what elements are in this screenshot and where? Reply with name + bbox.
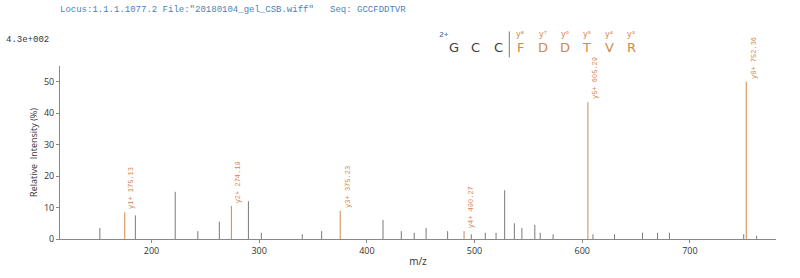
svg-text:G: G	[449, 40, 459, 55]
svg-text:0: 0	[49, 232, 54, 245]
svg-text:400: 400	[359, 244, 374, 257]
svg-text:y⁵: y⁵	[583, 30, 591, 39]
svg-text:V: V	[605, 40, 614, 55]
svg-text:50: 50	[44, 75, 54, 88]
svg-text:D: D	[538, 40, 548, 55]
svg-text:y⁶: y⁶	[561, 30, 569, 39]
svg-text:T: T	[582, 40, 591, 55]
svg-text:F: F	[517, 40, 524, 55]
svg-text:y⁷: y⁷	[539, 30, 547, 39]
svg-text:20: 20	[44, 169, 54, 182]
svg-text:700: 700	[682, 244, 697, 257]
svg-text:2+: 2+	[439, 30, 449, 39]
svg-text:500: 500	[467, 244, 482, 257]
svg-text:10: 10	[44, 201, 54, 214]
svg-text:y4+ 490.27: y4+ 490.27	[467, 186, 475, 228]
svg-text:y2+ 274.19: y2+ 274.19	[234, 161, 242, 203]
svg-text:4.3e+002: 4.3e+002	[6, 35, 49, 45]
svg-text:C: C	[471, 40, 480, 55]
svg-text:D: D	[560, 40, 570, 55]
svg-text:y5+ 605.29: y5+ 605.29	[591, 57, 599, 99]
svg-text:m/z: m/z	[409, 254, 427, 268]
svg-text:y⁸: y⁸	[516, 30, 524, 39]
svg-text:40: 40	[44, 106, 54, 119]
svg-text:R: R	[627, 40, 636, 55]
svg-text:600: 600	[574, 244, 589, 257]
svg-text:y³: y³	[627, 30, 635, 39]
svg-text:y1+ 175.13: y1+ 175.13	[127, 167, 135, 209]
svg-text:300: 300	[251, 244, 266, 257]
svg-text:Locus:1.1.1.1077.2 File:"20180: Locus:1.1.1.1077.2 File:"20180104_gel_CS…	[60, 5, 406, 15]
svg-text:200: 200	[144, 244, 159, 257]
svg-text:30: 30	[44, 138, 54, 151]
svg-text:y⁴: y⁴	[605, 30, 613, 39]
svg-text:y3+ 375.23: y3+ 375.23	[344, 166, 352, 208]
svg-text:Relative Intensity (%): Relative Intensity (%)	[27, 108, 40, 197]
svg-text:y8+ 752.36: y8+ 752.36	[750, 37, 758, 79]
svg-text:C: C	[494, 40, 503, 55]
